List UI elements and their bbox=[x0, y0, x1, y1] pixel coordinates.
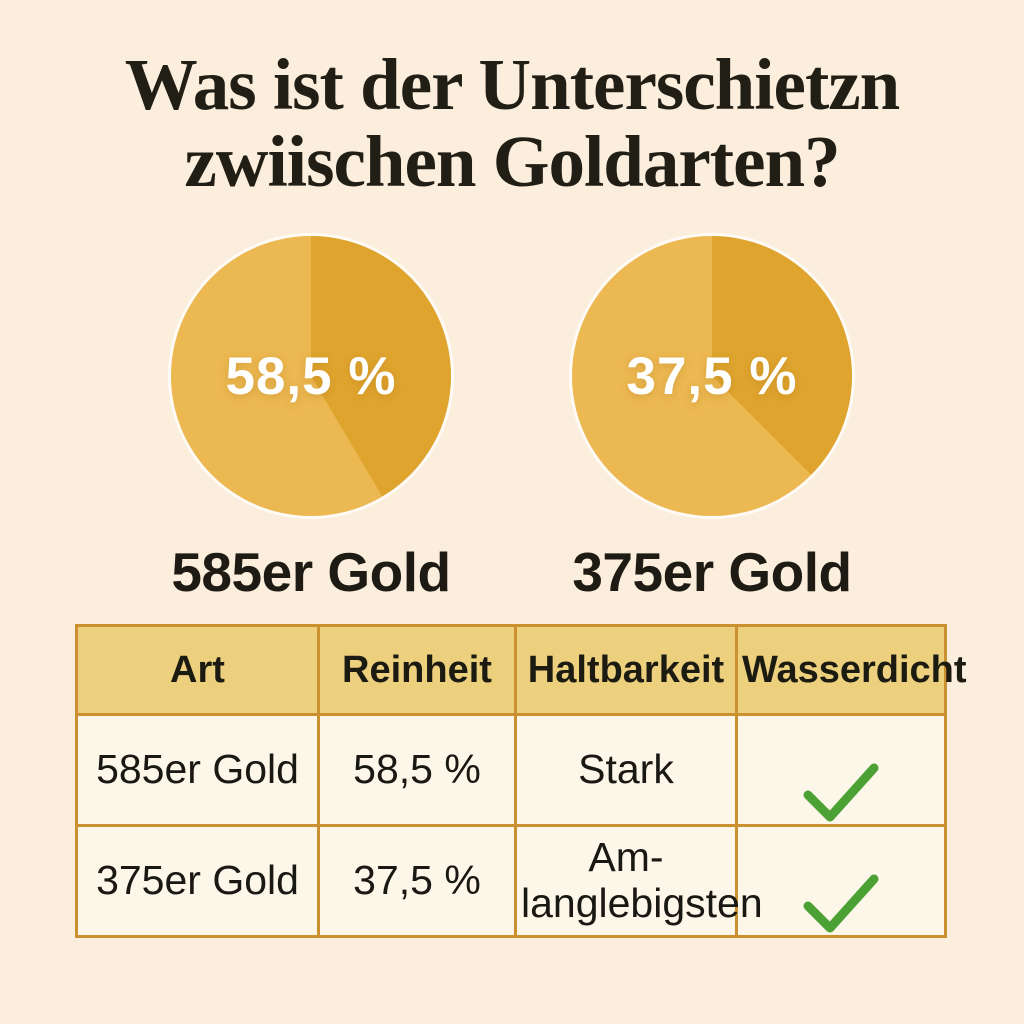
cell-reinheit: 58,5 % bbox=[317, 713, 517, 827]
pie-value-label: 58,5 % bbox=[225, 346, 397, 406]
pie-caption-585er-gold: 585er Gold bbox=[171, 541, 451, 603]
column-header-art: Art bbox=[75, 624, 320, 716]
pie-chart-585er-gold: 58,5 % bbox=[171, 236, 451, 516]
cell-haltbarkeit: Stark bbox=[514, 713, 738, 827]
page-title-line2: zwiischen Goldarten? bbox=[184, 121, 840, 203]
table-row: 585er Gold 58,5 % Stark bbox=[75, 713, 947, 827]
cell-art: 375er Gold bbox=[75, 823, 320, 938]
pie-value-label: 37,5 % bbox=[626, 346, 798, 406]
cell-wasserdicht bbox=[735, 713, 947, 827]
pie-caption-375er-gold: 375er Gold bbox=[572, 541, 852, 603]
table-header-row: Art Reinheit Haltbarkeit Wasserdicht bbox=[75, 624, 967, 716]
pie-chart-375er-gold: 37,5 % bbox=[572, 236, 852, 516]
column-header-wasserdicht: Wasserdicht bbox=[735, 624, 967, 716]
column-header-reinheit: Reinheit bbox=[317, 624, 517, 716]
column-header-haltbarkeit: Haltbarkeit bbox=[514, 624, 738, 716]
cell-haltbarkeit: Am- langlebigsten bbox=[514, 823, 763, 938]
checkmark-icon bbox=[803, 874, 879, 933]
gold-comparison-table: Art Reinheit Haltbarkeit Wasserdicht 585… bbox=[75, 624, 967, 938]
table-row: 375er Gold 37,5 % Am- langlebigsten bbox=[75, 823, 947, 938]
cell-reinheit: 37,5 % bbox=[317, 823, 517, 938]
checkmark-icon bbox=[803, 763, 879, 822]
cell-art: 585er Gold bbox=[75, 713, 320, 827]
page-title: Was ist der Unterschietzn zwiischen Gold… bbox=[0, 46, 1024, 201]
cell-wasserdicht bbox=[735, 823, 947, 938]
page-title-line1: Was ist der Unterschietzn bbox=[124, 44, 901, 125]
